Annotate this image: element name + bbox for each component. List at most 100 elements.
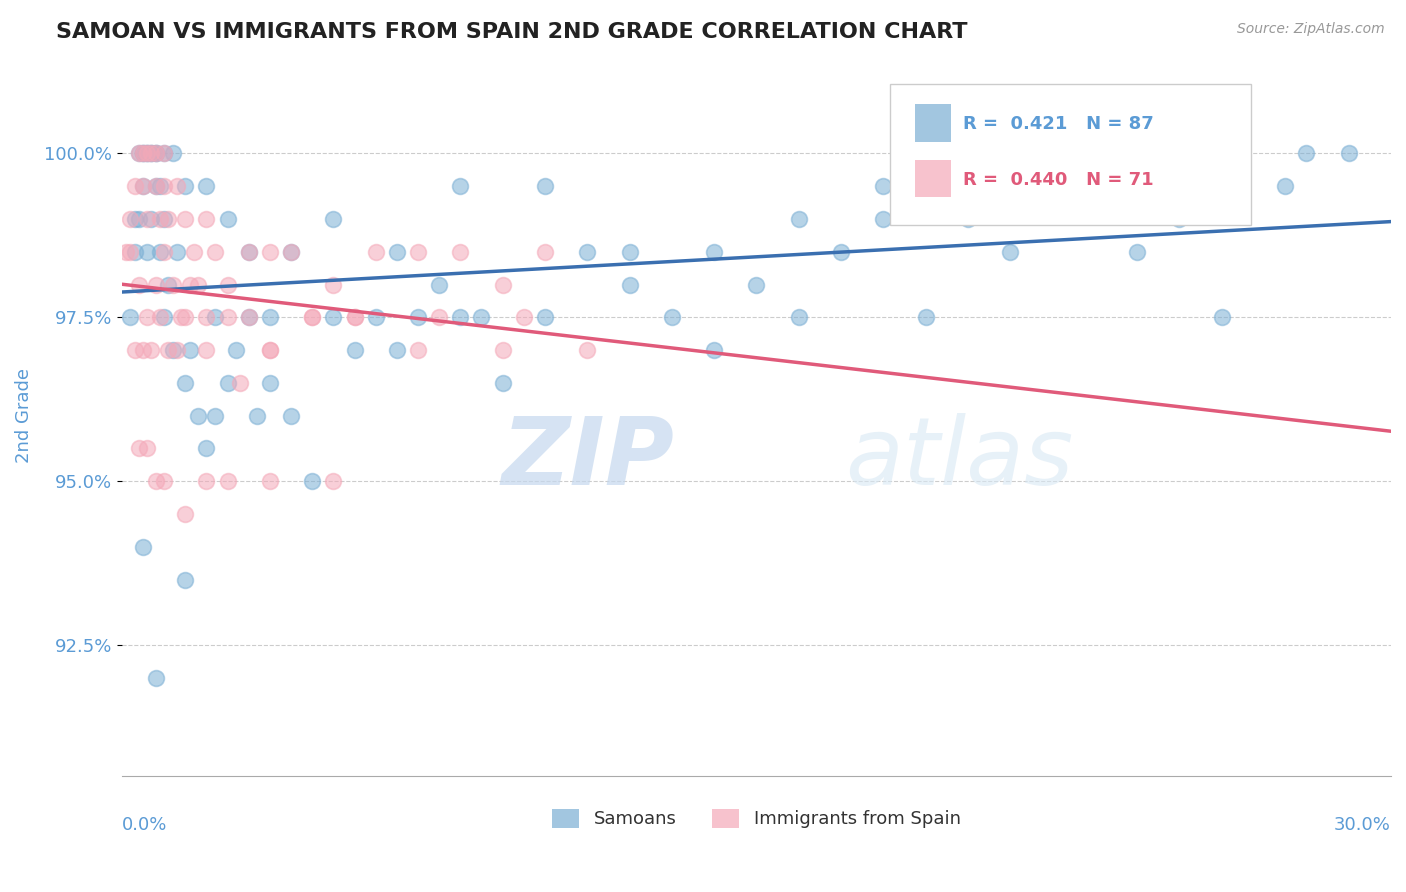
Point <box>195 474 218 488</box>
Point <box>174 573 197 587</box>
Point <box>301 474 323 488</box>
Text: SAMOAN VS IMMIGRANTS FROM SPAIN 2ND GRADE CORRELATION CHART: SAMOAN VS IMMIGRANTS FROM SPAIN 2ND GRAD… <box>56 22 967 42</box>
Point <box>301 310 323 325</box>
Point <box>128 442 150 456</box>
Point <box>1295 146 1317 161</box>
Point <box>259 343 281 358</box>
Point <box>576 244 599 259</box>
Point <box>534 310 557 325</box>
Point <box>427 277 450 292</box>
Point <box>513 310 536 325</box>
Point <box>120 212 142 227</box>
Point <box>259 376 281 390</box>
Point <box>136 442 159 456</box>
Text: atlas: atlas <box>845 413 1074 504</box>
Point <box>145 474 167 488</box>
Point <box>132 179 155 194</box>
Point <box>322 277 344 292</box>
Point <box>1337 146 1360 161</box>
Point <box>132 146 155 161</box>
FancyBboxPatch shape <box>890 84 1251 225</box>
Point <box>145 146 167 161</box>
Point <box>157 212 180 227</box>
Point <box>872 179 894 194</box>
Point <box>280 244 302 259</box>
Point <box>166 179 188 194</box>
Point <box>259 343 281 358</box>
Point <box>745 277 768 292</box>
Point <box>1084 179 1107 194</box>
Point <box>149 244 172 259</box>
Point <box>166 244 188 259</box>
Point <box>491 343 513 358</box>
Text: 0.0%: 0.0% <box>122 816 167 834</box>
Point <box>136 146 159 161</box>
Point <box>136 310 159 325</box>
Point <box>187 277 209 292</box>
Point <box>187 409 209 423</box>
Point <box>128 146 150 161</box>
Point <box>217 212 239 227</box>
Point <box>449 244 471 259</box>
Point <box>132 146 155 161</box>
FancyBboxPatch shape <box>915 160 950 197</box>
Text: R =  0.421   N = 87: R = 0.421 N = 87 <box>963 115 1154 133</box>
Point <box>238 310 260 325</box>
Point <box>204 409 226 423</box>
Point <box>115 244 138 259</box>
Point <box>204 244 226 259</box>
Point <box>914 310 936 325</box>
Point <box>1000 244 1022 259</box>
Point <box>141 146 163 161</box>
Point <box>166 343 188 358</box>
Point <box>145 146 167 161</box>
Point <box>128 277 150 292</box>
Point <box>427 310 450 325</box>
Point <box>124 343 146 358</box>
Point <box>830 244 852 259</box>
Point <box>661 310 683 325</box>
Point <box>343 310 366 325</box>
Point <box>141 146 163 161</box>
Point <box>217 277 239 292</box>
Point <box>229 376 252 390</box>
Point <box>322 212 344 227</box>
Point <box>162 146 184 161</box>
Point <box>183 244 205 259</box>
Text: Source: ZipAtlas.com: Source: ZipAtlas.com <box>1237 22 1385 37</box>
Point <box>322 474 344 488</box>
Point <box>136 146 159 161</box>
Point <box>449 310 471 325</box>
FancyBboxPatch shape <box>915 104 950 142</box>
Point <box>145 179 167 194</box>
Legend: Samoans, Immigrants from Spain: Samoans, Immigrants from Spain <box>544 802 969 836</box>
Point <box>132 343 155 358</box>
Point <box>195 442 218 456</box>
Point <box>124 212 146 227</box>
Point <box>406 343 429 358</box>
Point <box>280 244 302 259</box>
Point <box>204 310 226 325</box>
Point <box>1274 179 1296 194</box>
Point <box>322 310 344 325</box>
Point <box>364 244 387 259</box>
Point <box>174 507 197 521</box>
Point <box>364 310 387 325</box>
Point <box>1126 244 1149 259</box>
Point <box>406 310 429 325</box>
Point <box>246 409 269 423</box>
Point <box>195 310 218 325</box>
Point <box>149 310 172 325</box>
Point <box>1211 310 1233 325</box>
Point <box>787 310 810 325</box>
Point <box>534 179 557 194</box>
Point <box>343 343 366 358</box>
Point <box>956 212 979 227</box>
Text: R =  0.440   N = 71: R = 0.440 N = 71 <box>963 171 1154 189</box>
Point <box>238 244 260 259</box>
Point <box>153 474 176 488</box>
Point <box>225 343 247 358</box>
Point <box>120 310 142 325</box>
Point <box>120 244 142 259</box>
Point <box>217 310 239 325</box>
